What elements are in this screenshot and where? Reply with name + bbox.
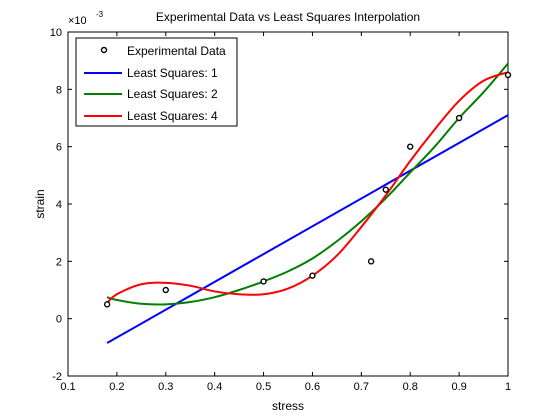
x-tick-label: 0.3 (158, 381, 173, 393)
y-tick-label: 0 (56, 314, 62, 326)
series-line-ls1 (106, 114, 509, 344)
data-point (260, 278, 267, 285)
y-tick-label: 8 (56, 84, 62, 96)
x-axis-label: stress (272, 399, 304, 413)
legend-label-experimental: Experimental Data (127, 44, 226, 58)
y-tick-label: -2 (52, 371, 62, 383)
x-tick-label: 0.4 (207, 381, 222, 393)
x-tick-label: 0.5 (256, 381, 271, 393)
y-exponent: ×10 -3 (68, 10, 104, 27)
data-point (162, 286, 169, 294)
data-point (103, 301, 111, 308)
x-tick-label: 0.1 (60, 381, 75, 393)
y-tick-label: 6 (56, 142, 62, 154)
series-line-ls2 (106, 62, 509, 306)
data-point (309, 272, 316, 279)
y-tick-label: 4 (56, 199, 62, 211)
data-point (407, 143, 414, 150)
series-lines (106, 62, 509, 344)
y-exponent-base: ×10 (68, 15, 87, 27)
y-axis-label: strain (33, 189, 47, 218)
x-tick-label: 1 (505, 381, 511, 393)
series-line-ls4 (106, 71, 509, 304)
data-point (382, 186, 389, 193)
legend-marker-experimental (100, 46, 108, 54)
chart-title: Experimental Data vs Least Squares Inter… (156, 10, 420, 24)
x-tick-label: 0.7 (354, 381, 369, 393)
y-tick-label: 2 (56, 256, 62, 268)
scatter-points (103, 71, 512, 308)
legend: Experimental Data Least Squares: 1 Least… (75, 37, 238, 127)
y-tick-label: 10 (50, 27, 62, 39)
y-exponent-power: -3 (96, 10, 104, 19)
axis-ticks: 0.1 0.2 0.3 0.4 0.5 0.6 0.7 0.8 0.9 1 -2 0 2 4 6 8 10 (50, 27, 511, 393)
data-point (367, 258, 375, 265)
x-tick-label: 0.6 (305, 381, 320, 393)
data-point (504, 71, 512, 79)
data-point (455, 114, 463, 122)
legend-label-ls1: Least Squares: 1 (127, 66, 218, 80)
x-tick-label: 0.2 (109, 381, 124, 393)
x-tick-label: 0.9 (451, 381, 466, 393)
x-tick-label: 0.8 (403, 381, 418, 393)
legend-label-ls2: Least Squares: 2 (127, 87, 218, 101)
legend-label-ls4: Least Squares: 4 (127, 109, 218, 123)
